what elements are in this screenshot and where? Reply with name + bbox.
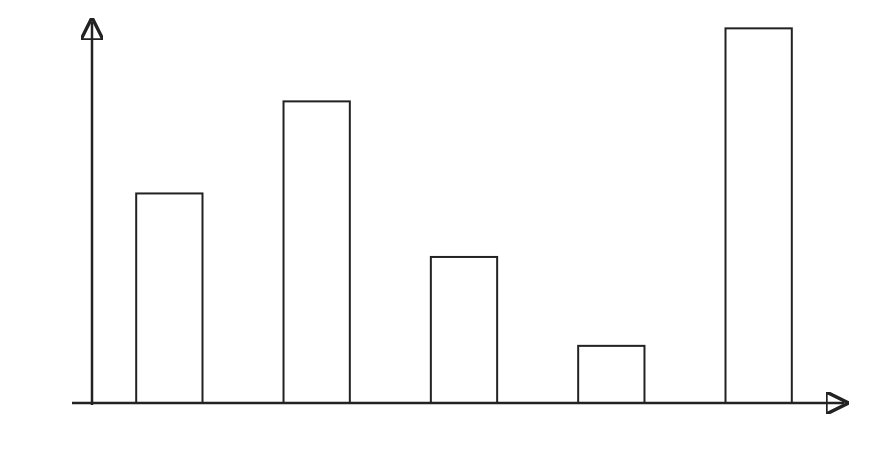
bar <box>578 346 644 403</box>
chart <box>0 0 886 459</box>
bars <box>136 28 792 403</box>
bar <box>136 193 202 403</box>
x-axis <box>72 403 844 404</box>
y-axis <box>92 22 93 405</box>
x-axis-line <box>72 402 844 405</box>
bar <box>431 257 497 403</box>
bar <box>284 101 350 403</box>
plot <box>72 22 844 405</box>
bar <box>726 28 792 403</box>
y-axis-line <box>91 22 94 405</box>
